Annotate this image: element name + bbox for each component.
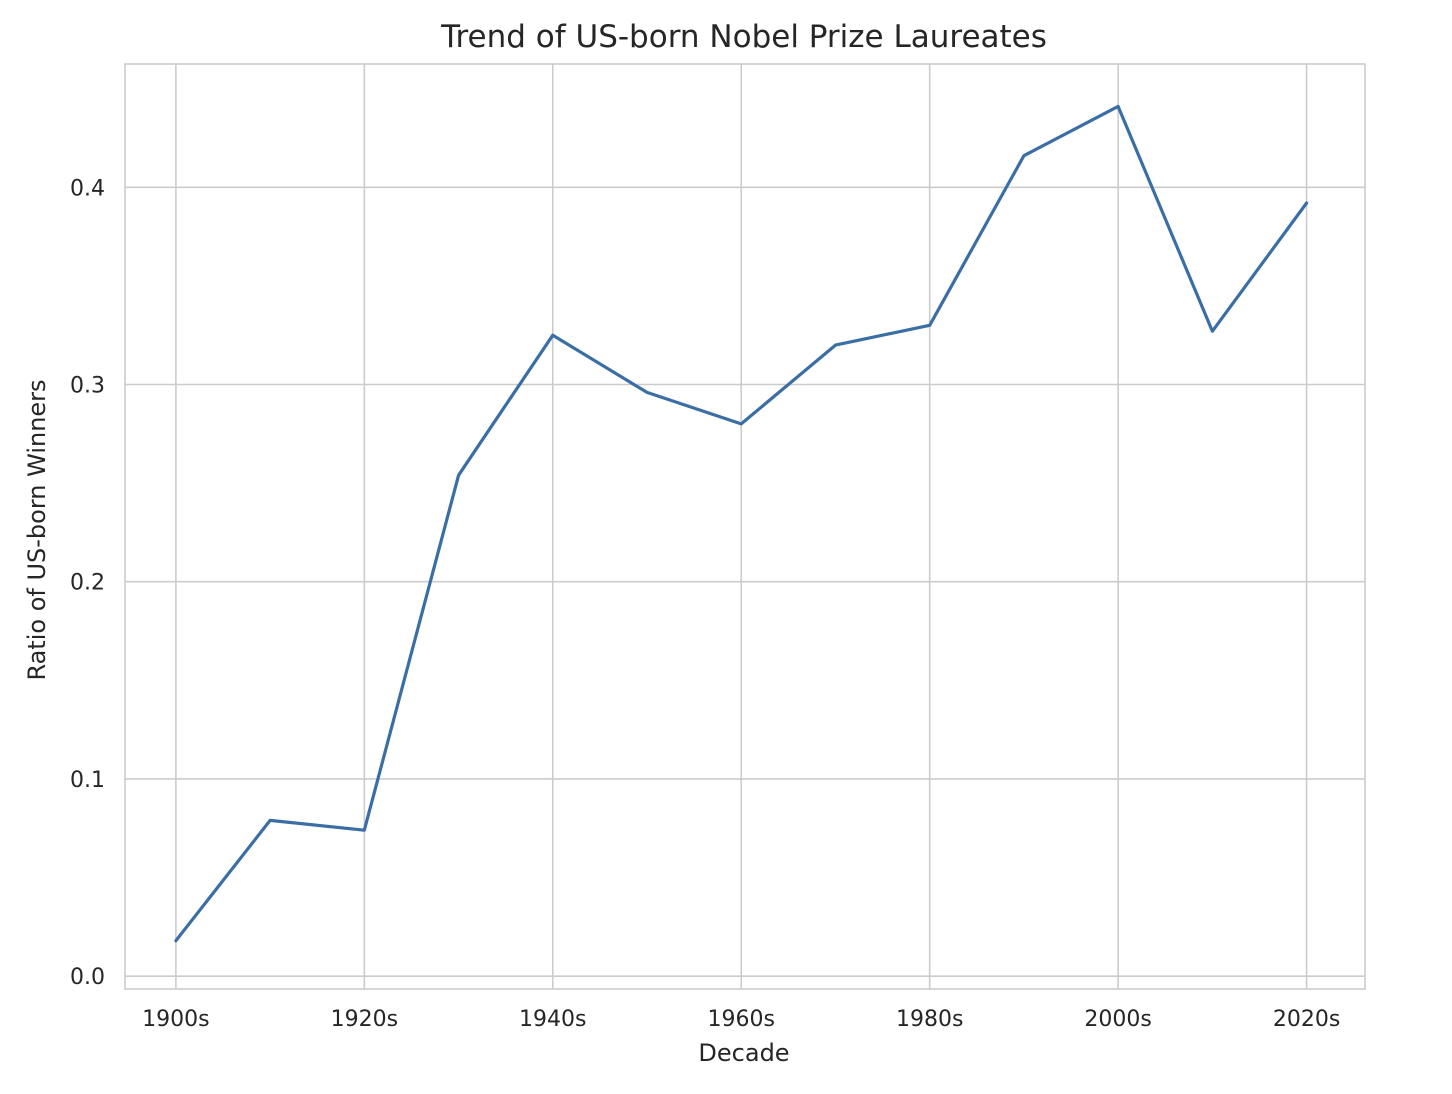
y-tick-label: 0.1	[70, 768, 105, 793]
x-tick-label: 1900s	[142, 1007, 209, 1032]
x-axis-ticks: 1900s 1920s 1940s 1960s 1980s 2000s 2020s	[142, 1007, 1340, 1032]
y-axis-ticks: 0.0 0.1 0.2 0.3 0.4	[70, 176, 105, 990]
x-tick-label: 1940s	[519, 1007, 586, 1032]
y-tick-label: 0.0	[70, 965, 105, 990]
y-tick-label: 0.3	[70, 373, 105, 398]
x-tick-label: 1980s	[896, 1007, 963, 1032]
y-axis-label: Ratio of US-born Winners	[23, 379, 51, 680]
plot-area-frame	[124, 63, 1366, 990]
chart-title: Trend of US-born Nobel Prize Laureates	[440, 19, 1047, 55]
x-tick-label: 1960s	[708, 1007, 775, 1032]
x-axis-label: Decade	[698, 1039, 789, 1067]
y-tick-label: 0.2	[70, 571, 105, 596]
x-tick-label: 2000s	[1084, 1007, 1151, 1032]
grid-lines	[125, 64, 1365, 989]
x-tick-label: 2020s	[1273, 1007, 1340, 1032]
series-line	[174, 104, 1309, 943]
x-tick-label: 1920s	[331, 1007, 398, 1032]
y-tick-label: 0.4	[70, 176, 105, 201]
